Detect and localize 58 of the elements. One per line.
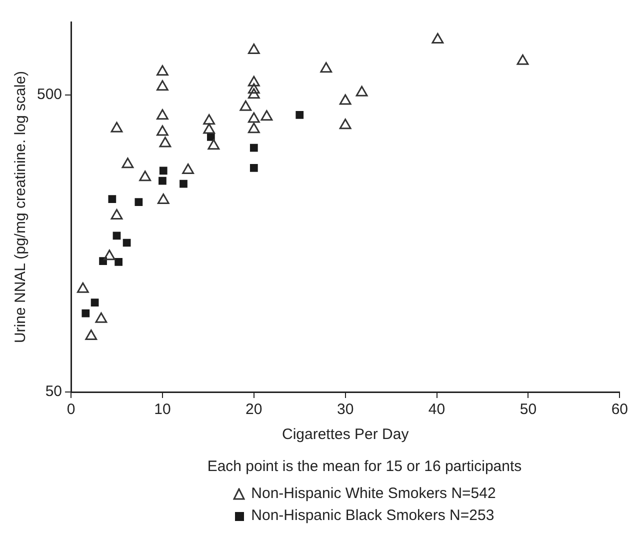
point [156, 80, 168, 91]
point [248, 112, 260, 123]
point [122, 158, 134, 168]
point [76, 282, 89, 293]
point [108, 195, 116, 204]
x-tick-label: 20 [246, 401, 262, 418]
x-axis-title: Cigarettes Per Day [282, 426, 410, 444]
x-tick-label: 60 [611, 401, 628, 418]
text: Each point is the mean for 15 or 16 participants [206, 458, 523, 475]
point [248, 83, 260, 94]
point [320, 62, 332, 73]
point [296, 111, 304, 119]
point [159, 136, 172, 148]
point [248, 88, 260, 99]
point [110, 209, 123, 220]
point [248, 122, 260, 134]
point [339, 118, 352, 130]
legend-label: Non-Hispanic White Smokers N=542 [251, 484, 496, 504]
point [85, 330, 98, 340]
point [122, 238, 131, 247]
point [156, 109, 168, 120]
point [356, 86, 368, 96]
point [114, 258, 123, 266]
point [250, 144, 258, 152]
point [250, 164, 258, 172]
x-tick-label: 30 [337, 401, 354, 418]
point [339, 94, 352, 105]
point [248, 43, 260, 54]
point [157, 194, 170, 204]
point [240, 100, 252, 111]
x-tick-label: 10 [154, 401, 171, 418]
point [159, 166, 168, 175]
point [182, 163, 194, 174]
point [208, 139, 220, 150]
point [432, 32, 444, 44]
point [134, 198, 143, 206]
point [158, 176, 166, 185]
x-tick-label: 50 [520, 401, 537, 418]
point [103, 250, 116, 260]
point [112, 232, 121, 240]
point [139, 170, 152, 182]
point [156, 125, 168, 136]
point [180, 180, 188, 188]
point [203, 114, 216, 125]
point [260, 110, 273, 121]
point [110, 122, 123, 132]
x-tick-label: 40 [428, 401, 446, 418]
point [203, 123, 216, 134]
point [156, 65, 168, 76]
point [95, 312, 108, 323]
legend-label: Non-Hispanic Black Smokers N=253 [251, 506, 494, 526]
point [516, 54, 529, 65]
y-tick-label: 500 [36, 86, 62, 104]
point [82, 309, 90, 318]
x-tick-label: 0 [66, 401, 76, 418]
y-axis-title: Urine NNAL (pg/mg creatinine. log scale) [12, 70, 30, 344]
point [248, 76, 260, 86]
point [90, 298, 99, 307]
